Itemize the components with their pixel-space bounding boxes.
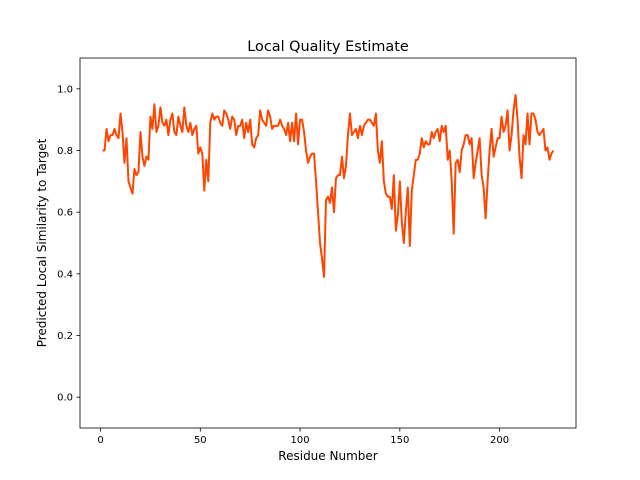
y-axis-label: Predicted Local Similarity to Target (35, 138, 49, 347)
x-tick-label: 100 (291, 435, 310, 446)
plot-frame (79, 57, 577, 429)
x-axis-label: Residue Number (278, 449, 377, 463)
x-tick-label: 0 (97, 435, 103, 446)
y-tick-label: 0.4 (57, 269, 73, 280)
chart-title: Local Quality Estimate (247, 39, 409, 55)
x-tick-label: 150 (390, 435, 409, 446)
y-tick-label: 0.8 (57, 146, 73, 157)
y-tick-label: 0.2 (57, 331, 73, 342)
y-tick-label: 0.6 (57, 208, 73, 219)
x-tick-label: 50 (194, 435, 207, 446)
y-tick-label: 0.0 (57, 393, 73, 404)
quality-line (102, 94, 555, 278)
y-tick-label: 1.0 (57, 84, 73, 95)
x-tick-label: 200 (490, 435, 509, 446)
